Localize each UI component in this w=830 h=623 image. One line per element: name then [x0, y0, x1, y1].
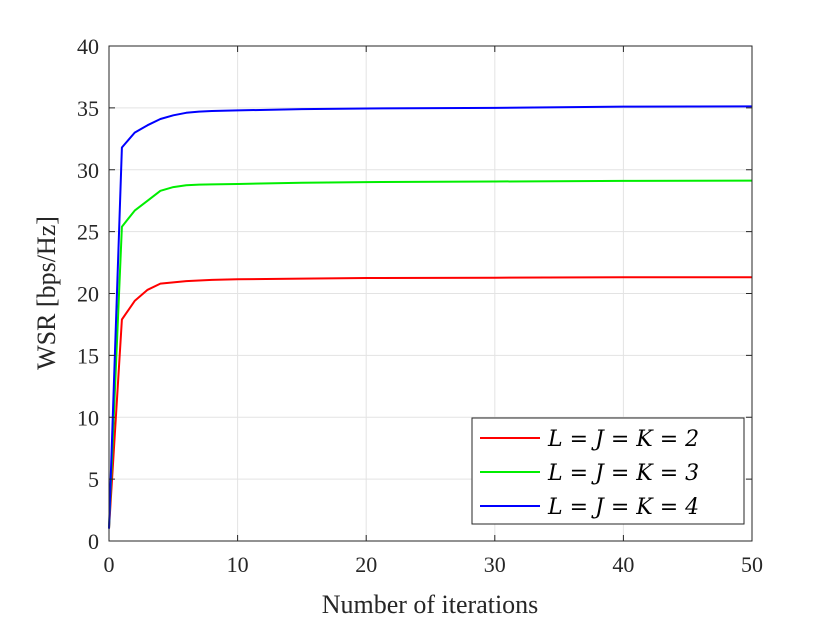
x-tick-label: 10 [227, 552, 249, 577]
legend: L = J = K = 2 L = J = K = 3 L = J = K = 4 [471, 417, 745, 525]
x-axis-label: Number of iterations [322, 590, 539, 619]
y-tick-label: 15 [77, 343, 99, 368]
y-tick-label: 5 [88, 467, 99, 492]
legend-label-1: L = J = K = 2 [547, 427, 699, 452]
y-tick-label: 0 [88, 529, 99, 554]
y-tick-label: 10 [77, 405, 99, 430]
axis-ticks [108, 45, 753, 542]
series-line-3 [108, 105, 753, 529]
series-line-2 [108, 179, 753, 529]
y-axis-label: WSR [bps/Hz] [32, 216, 61, 370]
x-tick-label: 40 [612, 552, 634, 577]
x-tick-label: 0 [104, 552, 115, 577]
x-tick-label: 30 [484, 552, 506, 577]
y-tick-label: 20 [77, 282, 99, 307]
y-tick-label: 35 [77, 96, 99, 121]
x-tick-label: 50 [741, 552, 763, 577]
legend-label-3: L = J = K = 4 [547, 495, 699, 520]
series-line-1 [108, 276, 752, 529]
tick-labels: 0 10 20 30 40 50 0 5 10 15 20 25 30 35 40 [77, 34, 763, 577]
legend-label-2: L = J = K = 3 [547, 461, 699, 486]
y-tick-label: 40 [77, 34, 99, 59]
y-tick-label: 30 [77, 158, 99, 183]
y-tick-label: 25 [77, 220, 99, 245]
x-tick-label: 20 [355, 552, 377, 577]
series-layer [108, 105, 753, 529]
